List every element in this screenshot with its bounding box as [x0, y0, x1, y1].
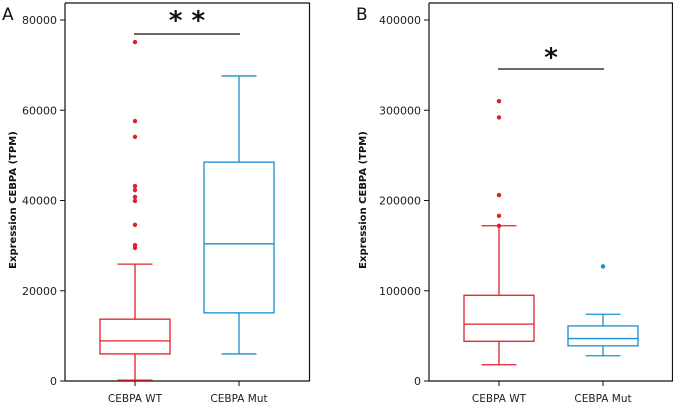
y-tick-label: 0	[50, 375, 57, 388]
outlier-point	[496, 223, 502, 228]
outlier-point	[132, 194, 138, 200]
significance-marker: * *	[169, 6, 206, 36]
significance-marker: *	[544, 43, 558, 73]
y-tick-label: 200000	[379, 195, 421, 208]
y-tick-label: 20000	[22, 285, 57, 298]
panel-b: B 0 100000 200000 300000 400000 Expression CEB…	[356, 2, 673, 404]
outlier-point	[600, 264, 606, 269]
outlier-point	[132, 222, 138, 228]
y-tick-label: 40000	[22, 195, 57, 208]
x-tick-label: CEBPA WT	[472, 393, 527, 404]
outlier-point	[132, 134, 138, 140]
iqr-box	[99, 318, 171, 355]
outlier-point	[132, 187, 138, 193]
box-mut	[203, 75, 275, 355]
outlier-point	[496, 192, 502, 198]
y-axis-label: Expression CEBPA (TPM)	[8, 131, 19, 269]
panel-letter: A	[2, 5, 14, 25]
y-tick-label: 300000	[379, 104, 421, 117]
panel-a: A 0 20000 40000 60000 80000 Expression CEBPA (…	[2, 2, 311, 404]
y-tick-label: 60000	[22, 104, 57, 117]
outlier-point	[496, 213, 502, 219]
panel-letter: B	[356, 5, 368, 25]
outlier-point	[496, 99, 502, 104]
y-tick-label: 400000	[379, 14, 421, 27]
outlier-point	[132, 39, 138, 45]
x-tick-label: CEBPA Mut	[210, 393, 267, 404]
outlier-point	[132, 245, 138, 251]
outlier-point	[132, 183, 138, 189]
y-axis-label: Expression CEBPA (TPM)	[358, 131, 369, 269]
x-tick-label: CEBPA Mut	[574, 393, 631, 404]
outlier-point	[132, 198, 138, 204]
outlier-point	[496, 115, 502, 120]
iqr-box	[567, 325, 639, 347]
box-mut	[567, 264, 639, 357]
box-wt	[99, 39, 171, 381]
y-tick-label: 100000	[379, 285, 421, 298]
outlier-point	[132, 118, 138, 124]
x-tick-label: CEBPA WT	[108, 393, 163, 404]
y-tick-label: 80000	[22, 14, 57, 27]
iqr-box	[203, 161, 275, 314]
box-wt	[463, 99, 535, 366]
iqr-box	[463, 294, 535, 342]
y-tick-label: 0	[414, 375, 421, 388]
